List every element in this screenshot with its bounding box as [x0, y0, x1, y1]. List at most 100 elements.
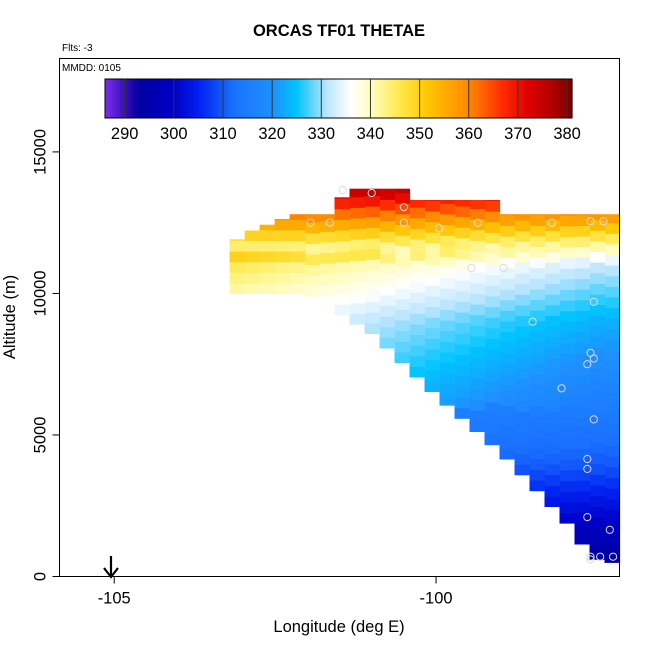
field-cell	[424, 349, 441, 361]
field-cell	[229, 272, 246, 284]
field-cell	[559, 438, 576, 450]
field-cell	[484, 274, 501, 286]
x-tick-label: -100	[420, 590, 453, 608]
field-cell	[544, 453, 561, 465]
colorbar-swatch	[218, 79, 222, 118]
colorbar-swatch	[441, 79, 445, 118]
field-cell	[469, 272, 486, 284]
field-cell	[409, 238, 426, 251]
field-cell	[589, 431, 606, 444]
colorbar-swatch	[485, 79, 490, 118]
field-cell	[559, 331, 576, 344]
field-cell	[604, 233, 621, 245]
colorbar-swatch	[552, 79, 556, 118]
field-cell	[604, 541, 621, 553]
colorbar-swatch	[205, 79, 209, 118]
field-cell	[574, 490, 591, 502]
field-cell	[484, 306, 501, 318]
x-axis-label: Longitude (deg E)	[273, 618, 404, 636]
field-cell	[454, 333, 471, 345]
field-cell	[499, 448, 516, 460]
field-cell	[499, 214, 516, 226]
field-cell	[559, 512, 576, 524]
field-cell	[454, 343, 471, 356]
colorbar-swatch	[279, 79, 283, 118]
field-cell	[394, 330, 411, 342]
field-cell	[604, 530, 621, 542]
field-cell	[334, 293, 351, 305]
field-cell	[439, 362, 456, 374]
field-cell	[469, 219, 486, 231]
colorbar-swatch	[412, 79, 416, 118]
field-cell	[589, 230, 606, 242]
colorbar-swatch	[122, 79, 126, 118]
field-cell	[364, 312, 381, 324]
field-cell	[439, 267, 456, 279]
field-cell	[529, 448, 546, 460]
field-cell	[349, 281, 366, 293]
field-cell	[469, 314, 486, 326]
field-cell	[349, 271, 366, 283]
field-cell	[394, 266, 411, 279]
field-cell	[529, 310, 546, 322]
field-cell	[574, 278, 591, 290]
field-cell	[604, 456, 621, 468]
field-cell	[454, 301, 471, 313]
field-cell	[484, 391, 501, 403]
observation-point	[473, 218, 482, 227]
field-cell	[484, 200, 501, 201]
field-cell	[604, 519, 621, 532]
field-cell	[379, 241, 396, 253]
field-cell	[544, 241, 561, 253]
field-cell	[439, 235, 456, 247]
field-cell	[469, 410, 486, 422]
field-cell	[484, 423, 501, 435]
field-cell	[544, 294, 561, 306]
colorbar-swatch	[252, 79, 256, 118]
field-cell	[409, 302, 426, 314]
colorbar-swatch	[227, 79, 231, 118]
colorbar-swatch	[399, 79, 404, 118]
field-cell	[259, 240, 276, 252]
colorbar-swatch	[129, 79, 133, 118]
colorbar-swatch	[306, 79, 310, 118]
field-cell	[304, 222, 321, 234]
colorbar-swatch	[530, 79, 534, 118]
field-cell	[379, 220, 396, 232]
field-cell	[394, 320, 411, 332]
field-cell	[604, 243, 621, 256]
field-cell	[589, 214, 606, 221]
field-cell	[334, 304, 351, 316]
field-cell	[559, 459, 576, 471]
field-cell	[319, 284, 336, 296]
field-cell	[379, 209, 396, 222]
colorbar-swatch	[360, 79, 364, 118]
colorbar-swatch	[250, 79, 254, 118]
field-cell	[424, 317, 441, 329]
field-cell	[499, 437, 516, 449]
field-cell	[514, 347, 531, 359]
colorbar-swatch	[478, 79, 482, 118]
field-cell	[559, 215, 576, 227]
field-cell	[604, 477, 621, 489]
colorbar-swatch	[382, 79, 386, 118]
colorbar-swatch	[449, 79, 453, 118]
colorbar-swatch	[476, 79, 480, 118]
colorbar-swatch	[299, 79, 303, 118]
field-cell	[529, 288, 546, 301]
colorbar-swatch	[498, 79, 502, 118]
colorbar-tick-label: 290	[111, 125, 139, 143]
field-cell	[589, 442, 606, 454]
field-cell	[604, 307, 621, 319]
field-cell	[424, 221, 441, 233]
field-cell	[514, 326, 531, 338]
observation-point	[589, 415, 598, 424]
colorbar-swatch	[134, 79, 138, 118]
observation-points	[306, 186, 618, 564]
colorbar-swatch	[439, 79, 443, 118]
field-cell	[439, 383, 456, 395]
field-cell	[364, 227, 381, 239]
colorbar-swatch	[355, 79, 359, 118]
colorbar-swatch	[409, 79, 413, 118]
colorbar-swatch	[338, 79, 342, 118]
